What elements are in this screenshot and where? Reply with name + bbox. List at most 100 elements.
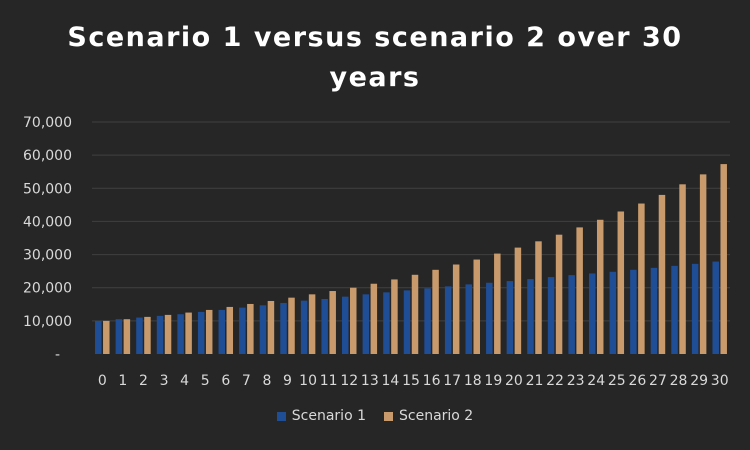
y-tick-label: 70,000 — [23, 115, 72, 131]
y-tick-label: - — [55, 347, 60, 363]
x-tick-label: 20 — [505, 373, 523, 389]
x-tick-label: 25 — [608, 373, 626, 389]
bar-scenario-1-4 — [177, 314, 184, 354]
x-tick-label: 12 — [340, 373, 358, 389]
x-tick-label: 6 — [221, 373, 230, 389]
bar-scenario-1-19 — [486, 282, 493, 354]
bar-scenario-1-9 — [280, 302, 287, 354]
bar-scenario-2-26 — [638, 203, 645, 354]
bar-scenario-2-27 — [658, 194, 666, 354]
x-tick-label: 17 — [443, 373, 461, 389]
y-tick-label: 10,000 — [23, 314, 72, 330]
x-tick-label: 23 — [567, 373, 585, 389]
bar-scenario-2-14 — [391, 279, 398, 354]
x-tick-label: 19 — [484, 373, 502, 389]
x-tick-label: 3 — [160, 373, 169, 389]
legend-label: Scenario 2 — [399, 408, 474, 424]
bar-scenario-2-15 — [411, 274, 419, 354]
bar-scenario-1-28 — [671, 265, 678, 354]
bar-scenario-1-1 — [115, 319, 123, 354]
bar-scenario-2-3 — [164, 314, 172, 354]
x-tick-label: 9 — [283, 373, 292, 389]
bar-scenario-1-24 — [588, 273, 596, 354]
bar-scenario-2-4 — [185, 312, 192, 354]
bar-scenario-2-28 — [679, 184, 686, 354]
bar-scenario-2-9 — [288, 297, 295, 354]
x-tick-label: 15 — [402, 373, 420, 389]
bar-scenario-2-22 — [555, 234, 563, 354]
bar-scenario-1-17 — [444, 286, 452, 354]
bar-scenario-1-22 — [547, 277, 555, 354]
bar-scenario-1-26 — [630, 269, 637, 354]
bar-scenario-2-11 — [329, 291, 336, 354]
chart-title: Scenario 1 versus scenario 2 over 30 yea… — [67, 22, 683, 93]
legend-label: Scenario 1 — [291, 408, 366, 424]
bar-scenario-2-29 — [699, 174, 707, 354]
x-tick-label: 16 — [423, 373, 441, 389]
bar-scenario-1-18 — [465, 284, 472, 354]
bar-scenario-1-12 — [342, 296, 349, 354]
bar-scenario-1-11 — [321, 298, 328, 354]
legend: Scenario 1 Scenario 2 — [0, 408, 750, 424]
x-tick-label: 18 — [464, 373, 482, 389]
bar-scenario-2-18 — [473, 259, 480, 354]
x-tick-label: 30 — [711, 373, 729, 389]
x-tick-label: 27 — [649, 373, 667, 389]
bar-scenario-2-24 — [596, 219, 604, 354]
x-tick-label: 24 — [587, 373, 605, 389]
bar-scenario-2-0 — [103, 320, 110, 354]
x-tick-label: 11 — [320, 373, 338, 389]
bar-scenario-1-6 — [218, 309, 226, 354]
bar-scenario-1-21 — [527, 279, 534, 354]
bar-scenario-1-3 — [156, 315, 164, 354]
x-tick-label: 29 — [690, 373, 708, 389]
y-tick-label: 30,000 — [23, 248, 72, 264]
bar-scenario-1-20 — [506, 281, 514, 354]
bar-scenario-2-20 — [514, 247, 522, 354]
bar-scenario-2-17 — [452, 264, 460, 354]
bar-scenario-2-2 — [144, 316, 151, 354]
y-tick-label: 50,000 — [23, 181, 72, 197]
x-tick-label: 2 — [139, 373, 148, 389]
bar-scenario-2-16 — [432, 269, 439, 354]
bar-scenario-1-14 — [383, 292, 390, 354]
bar-scenario-1-7 — [239, 307, 246, 354]
bar-scenario-2-6 — [226, 306, 234, 354]
x-tick-label: 8 — [262, 373, 271, 389]
bar-scenario-1-16 — [424, 288, 431, 354]
bar-scenario-2-25 — [617, 211, 625, 354]
legend-item-scenario-1: Scenario 1 — [276, 408, 366, 424]
bar-scenario-2-23 — [576, 227, 583, 354]
x-tick-label: 14 — [382, 373, 400, 389]
bar-scenario-2-19 — [494, 253, 501, 354]
bar-scenario-1-10 — [300, 300, 308, 354]
bar-scenario-1-27 — [650, 267, 658, 354]
legend-swatch — [276, 411, 286, 421]
bar-scenario-1-8 — [259, 305, 267, 354]
bar-scenario-2-8 — [267, 300, 275, 354]
legend-swatch — [384, 411, 393, 421]
x-tick-label: 26 — [628, 373, 646, 389]
x-tick-label: 1 — [118, 373, 127, 389]
bar-scenario-2-1 — [123, 319, 131, 354]
bar-scenario-2-10 — [308, 294, 316, 354]
y-tick-label: 60,000 — [23, 148, 72, 164]
bar-scenario-1-29 — [691, 263, 699, 354]
y-tick-label: 40,000 — [23, 214, 72, 230]
x-tick-label: 22 — [546, 373, 564, 389]
bar-scenario-1-23 — [568, 275, 575, 354]
x-tick-label: 4 — [180, 373, 189, 389]
x-tick-label: 7 — [242, 373, 251, 389]
bar-scenario-1-5 — [197, 311, 205, 354]
x-tick-label: 10 — [299, 373, 317, 389]
bar-scenario-1-2 — [136, 317, 143, 354]
bar-scenario-2-7 — [247, 303, 254, 354]
bar-scenario-2-13 — [370, 283, 378, 354]
bar-scenario-1-15 — [403, 290, 411, 354]
x-tick-label: 5 — [201, 373, 210, 389]
x-tick-label: 0 — [98, 373, 107, 389]
x-tick-label: 21 — [526, 373, 544, 389]
bar-scenario-2-21 — [535, 241, 542, 354]
